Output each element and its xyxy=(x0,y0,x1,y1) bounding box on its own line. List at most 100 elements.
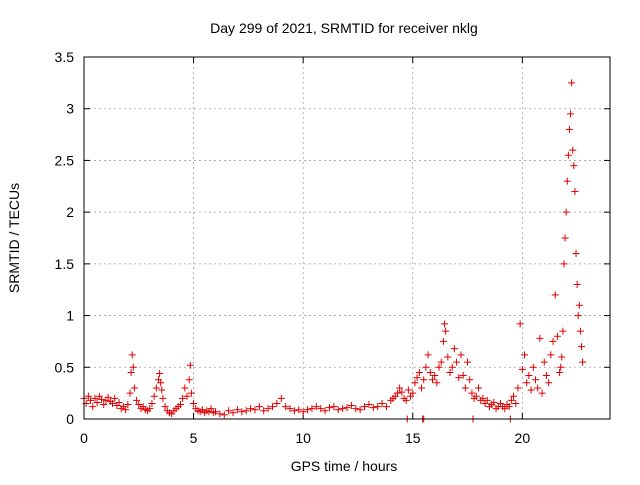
data-point xyxy=(382,403,390,411)
data-point xyxy=(264,405,272,413)
data-point xyxy=(126,389,134,397)
data-point xyxy=(295,406,303,414)
data-point xyxy=(475,384,482,392)
data-point xyxy=(233,406,241,414)
data-point xyxy=(251,406,259,414)
data-point xyxy=(334,406,342,414)
data-point xyxy=(352,405,360,413)
data-point xyxy=(441,320,449,328)
data-point xyxy=(378,399,386,407)
data-point xyxy=(183,392,191,400)
data-point xyxy=(547,351,555,359)
data-point xyxy=(115,398,123,406)
data-point xyxy=(127,368,135,376)
data-point xyxy=(422,363,430,371)
data-point xyxy=(152,384,160,392)
data-point xyxy=(559,327,567,335)
data-point xyxy=(159,394,167,402)
data-point xyxy=(576,327,584,335)
data-point xyxy=(442,327,450,335)
data-point xyxy=(501,405,509,413)
data-point xyxy=(424,351,432,359)
x-tick-label: 20 xyxy=(515,430,531,446)
data-point xyxy=(409,389,417,397)
data-point xyxy=(158,386,166,394)
data-point xyxy=(343,404,351,412)
data-point xyxy=(446,368,454,376)
data-point xyxy=(450,345,458,353)
y-tick-label: 0.5 xyxy=(55,359,75,375)
x-tick-label: 5 xyxy=(190,430,198,446)
data-point xyxy=(282,403,290,411)
y-tick-label: 1 xyxy=(66,308,74,324)
data-point xyxy=(308,405,316,413)
data-point xyxy=(347,402,355,410)
data-point xyxy=(176,401,184,409)
data-point xyxy=(225,407,233,415)
data-point xyxy=(457,351,465,359)
data-point xyxy=(157,379,165,387)
grid-layer xyxy=(84,57,610,419)
data-point xyxy=(437,358,445,366)
data-point xyxy=(574,312,582,320)
data-point xyxy=(483,396,491,404)
data-point xyxy=(521,351,529,359)
data-point xyxy=(396,384,404,392)
data-point xyxy=(361,403,369,411)
data-point xyxy=(277,394,285,402)
data-point xyxy=(398,388,406,396)
y-tick-label: 2.5 xyxy=(55,152,75,168)
data-point xyxy=(148,399,156,407)
data-point xyxy=(560,260,568,268)
data-point xyxy=(527,386,535,394)
data-point xyxy=(146,405,154,413)
data-point xyxy=(190,399,198,407)
data-point xyxy=(468,389,476,397)
data-point xyxy=(564,151,572,159)
data-point xyxy=(356,406,364,414)
data-point xyxy=(393,389,401,397)
data-point xyxy=(104,393,112,401)
data-point xyxy=(490,398,498,406)
chart-title: Day 299 of 2021, SRMTID for receiver nkl… xyxy=(210,20,478,36)
data-point xyxy=(185,376,193,384)
data-point xyxy=(330,403,338,411)
data-point xyxy=(299,408,307,416)
data-point xyxy=(479,394,487,402)
data-point xyxy=(558,353,566,361)
data-point xyxy=(404,386,412,394)
data-point xyxy=(402,396,410,404)
data-point xyxy=(542,372,550,380)
data-point xyxy=(133,396,141,404)
data-point xyxy=(207,405,215,413)
data-point xyxy=(186,361,194,369)
data-point xyxy=(304,406,312,414)
data-point xyxy=(111,394,119,402)
data-point xyxy=(433,379,441,387)
data-point xyxy=(321,407,329,415)
data-point xyxy=(187,389,195,397)
x-tick-label: 15 xyxy=(405,430,421,446)
data-point xyxy=(525,372,533,380)
data-point xyxy=(510,392,518,400)
data-point xyxy=(290,407,298,415)
data-point xyxy=(212,408,219,416)
data-point xyxy=(523,379,531,387)
data-point xyxy=(312,403,320,411)
data-point xyxy=(100,401,108,409)
data-point xyxy=(563,177,571,185)
data-point xyxy=(130,384,138,392)
data-point xyxy=(268,403,276,411)
data-point xyxy=(93,398,101,406)
data-point xyxy=(516,320,524,328)
data-point xyxy=(464,358,472,366)
data-point xyxy=(413,374,421,382)
data-point xyxy=(538,389,546,397)
data-point xyxy=(529,363,537,371)
x-tick-label: 10 xyxy=(295,430,311,446)
data-point xyxy=(247,405,255,413)
data-point xyxy=(374,403,382,411)
data-point xyxy=(317,405,325,413)
